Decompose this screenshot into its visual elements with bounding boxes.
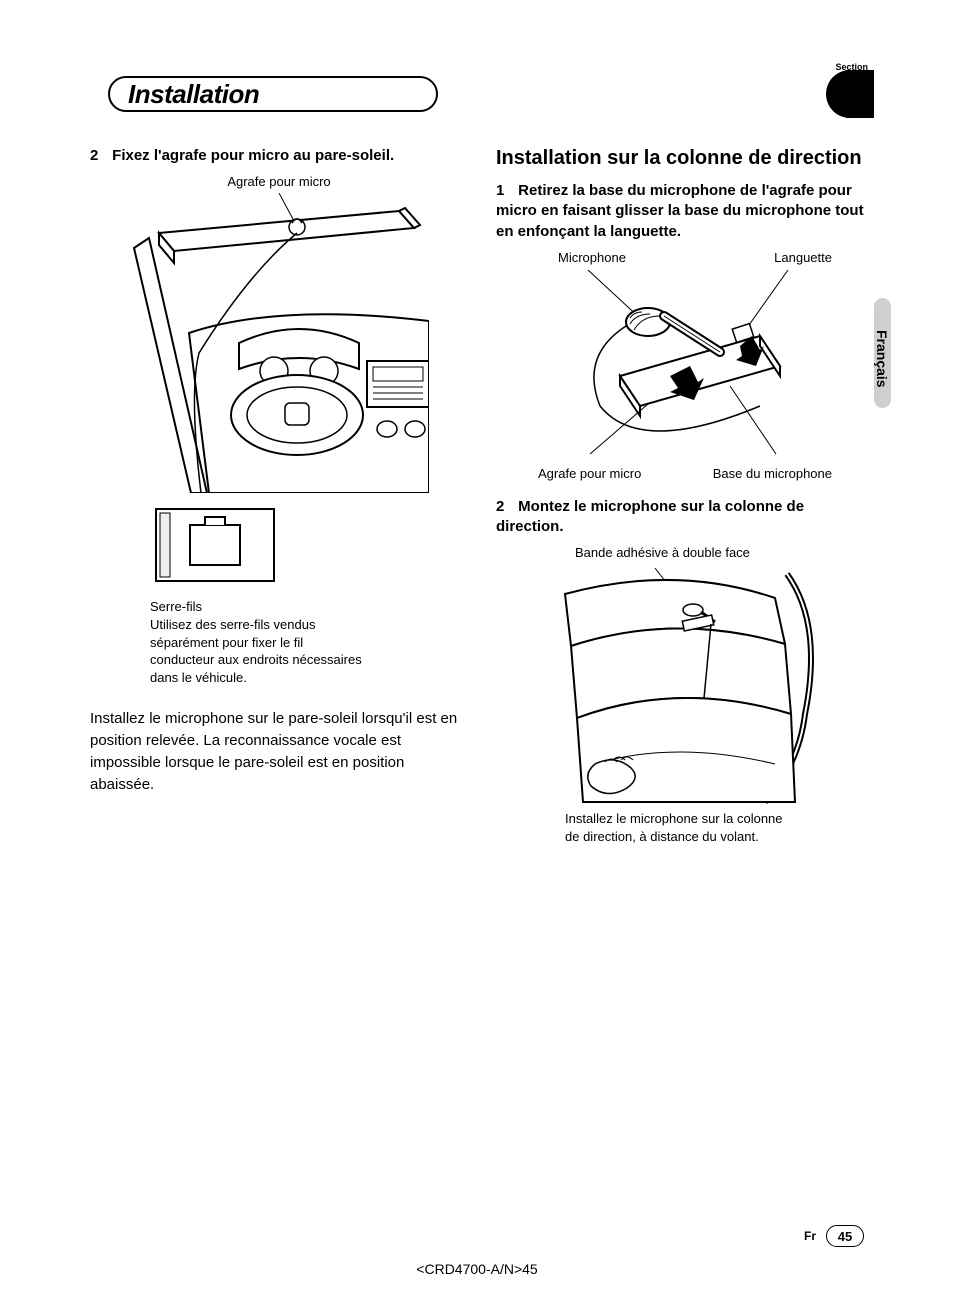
right-figure-column: Bande adhésive à double face	[496, 545, 874, 845]
header-pill: Installation	[108, 76, 438, 112]
left-figure-clamp: Serre-fils Utilisez des serre-fils vendu…	[90, 503, 468, 686]
left-step2-heading: 2 Fixez l'agrafe pour micro au pare-sole…	[90, 146, 468, 166]
left-step2-text: Fixez l'agrafe pour micro au pare-soleil…	[112, 147, 394, 164]
left-fig2-caption: Utilisez des serre-fils vendus séparémen…	[150, 616, 370, 686]
right-heading: Installation sur la colonne de direction	[496, 146, 874, 171]
header-bar: Section 03 Installation	[90, 70, 874, 118]
left-figure-visor: Agrafe pour micro	[90, 174, 468, 493]
doc-code: <CRD4700-A/N>45	[416, 1261, 537, 1277]
section-badge-edge	[846, 70, 874, 118]
footer-page-number: 45	[826, 1225, 864, 1247]
label-microphone: Microphone	[558, 250, 626, 265]
right-column: Installation sur la colonne de direction…	[496, 146, 874, 845]
footer: Fr 45	[804, 1225, 864, 1247]
right-step1-number: 1	[496, 181, 514, 201]
right-step1-heading: 1 Retirez la base du microphone de l'agr…	[496, 181, 874, 242]
page-title: Installation	[128, 79, 259, 110]
left-step2-number: 2	[90, 146, 108, 166]
label-base: Base du microphone	[713, 466, 832, 481]
label-agrafe: Agrafe pour micro	[538, 466, 641, 481]
right-figure-micbase: Microphone Languette	[496, 250, 874, 481]
right-fig2-label: Bande adhésive à double face	[575, 545, 815, 560]
visor-illustration	[129, 193, 429, 493]
right-step1-text: Retirez la base du microphone de l'agraf…	[496, 182, 864, 240]
label-languette: Languette	[774, 250, 832, 265]
right-step2-text: Montez le microphone sur la colonne de d…	[496, 498, 804, 535]
footer-lang: Fr	[804, 1229, 816, 1243]
clamp-illustration	[150, 503, 290, 593]
left-column: 2 Fixez l'agrafe pour micro au pare-sole…	[90, 146, 468, 845]
left-fig1-label: Agrafe pour micro	[227, 174, 330, 189]
column-illustration	[555, 564, 815, 804]
right-step2-heading: 2 Montez le microphone sur la colonne de…	[496, 497, 874, 538]
micbase-illustration	[530, 266, 840, 466]
right-fig2-caption: Installez le microphone sur la colonne d…	[565, 810, 785, 845]
left-body-text: Installez le microphone sur le pare-sole…	[90, 708, 468, 795]
right-step2-number: 2	[496, 497, 514, 517]
language-label: Français	[874, 330, 890, 388]
left-fig2-label: Serre-fils	[150, 599, 370, 614]
